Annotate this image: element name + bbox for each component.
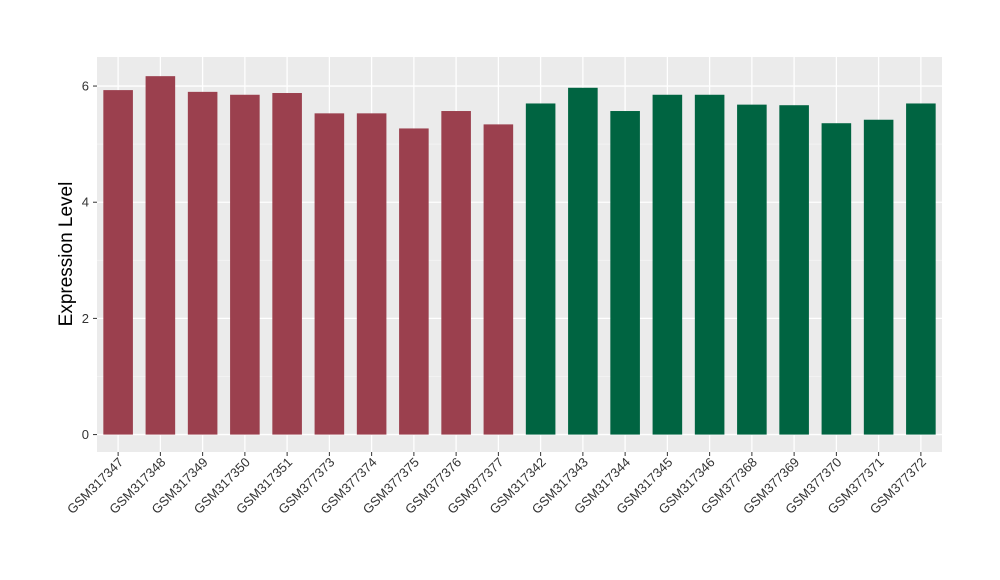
bar-GSM377368 bbox=[737, 104, 767, 435]
bar-GSM377369 bbox=[779, 105, 809, 435]
y-axis: 0 2 4 6 bbox=[82, 79, 97, 442]
bar-GSM317346 bbox=[694, 94, 725, 435]
bar-GSM317342 bbox=[525, 103, 556, 435]
bar-GSM377372 bbox=[906, 103, 936, 435]
bar-GSM317350 bbox=[230, 94, 260, 435]
x-axis: GSM317347GSM317348GSM317349GSM317350GSM3… bbox=[64, 452, 929, 517]
y-axis-title: Expression Level bbox=[56, 182, 77, 327]
bar-GSM317343 bbox=[568, 87, 598, 435]
bar-GSM317351 bbox=[272, 93, 302, 435]
bar-GSM377371 bbox=[863, 119, 894, 435]
bar-GSM377374 bbox=[356, 113, 387, 435]
bar-GSM317347 bbox=[103, 90, 133, 435]
bar-GSM377370 bbox=[821, 123, 852, 435]
bar-GSM377376 bbox=[441, 111, 471, 435]
y-tick-label: 6 bbox=[82, 79, 89, 94]
y-tick-label: 2 bbox=[82, 311, 89, 326]
bars bbox=[103, 76, 936, 435]
bar-GSM317349 bbox=[187, 91, 218, 435]
bar-GSM317345 bbox=[652, 94, 683, 435]
y-tick-label: 4 bbox=[82, 195, 89, 210]
bar-GSM377373 bbox=[314, 113, 345, 435]
bar-GSM317348 bbox=[145, 76, 176, 435]
y-tick-label: 0 bbox=[82, 427, 89, 442]
bar-GSM377377 bbox=[483, 124, 514, 435]
bar-GSM317344 bbox=[610, 111, 640, 435]
plot-panel bbox=[97, 57, 942, 452]
bar-GSM377375 bbox=[399, 128, 429, 435]
